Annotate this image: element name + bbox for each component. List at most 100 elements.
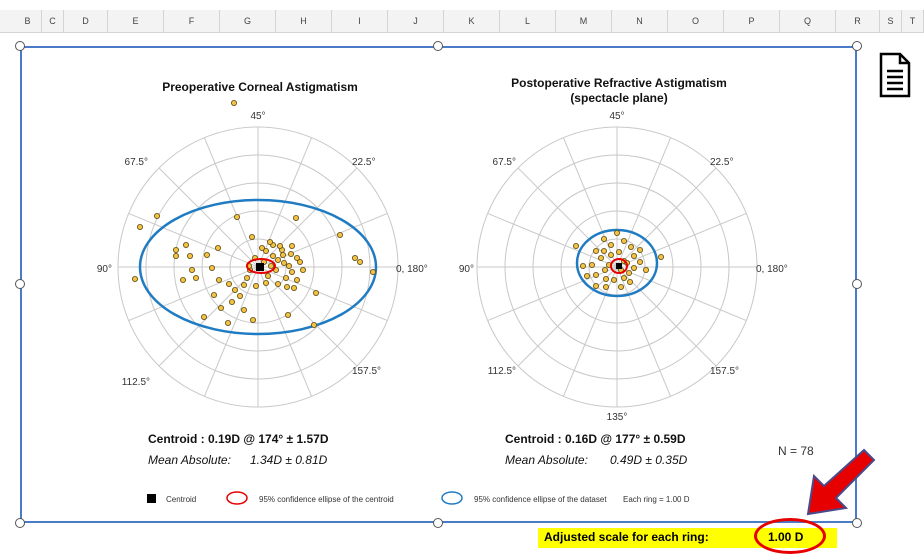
scale-label: Adjusted scale for each ring:: [544, 530, 709, 544]
chart-frame[interactable]: [20, 46, 857, 523]
right-centroid-text: Centroid : 0.16D @ 177° ± 0.59D: [505, 432, 686, 446]
right-data-point: [643, 266, 650, 273]
column-header-K[interactable]: K: [444, 10, 500, 32]
left-data-point: [188, 266, 195, 273]
left-data-point: [351, 254, 358, 261]
left-data-point: [192, 274, 199, 281]
left-data-point: [356, 258, 363, 265]
column-header-G[interactable]: G: [220, 10, 276, 32]
column-header-B[interactable]: B: [14, 10, 42, 32]
left-data-point: [369, 268, 376, 275]
column-header-I[interactable]: I: [332, 10, 388, 32]
left-data-point: [276, 242, 283, 249]
left-data-point: [153, 212, 160, 219]
left-centroid-ellipse: [246, 258, 276, 274]
resize-handle-ml[interactable]: [15, 279, 25, 289]
document-icon[interactable]: [878, 52, 912, 98]
arrow-icon: [806, 448, 876, 516]
right-chart-title-line1: Postoperative Refractive Astigmatism: [511, 76, 727, 90]
left-data-point: [288, 242, 295, 249]
legend-centroid-swatch: [147, 494, 156, 503]
column-header-E[interactable]: E: [108, 10, 164, 32]
left-data-point: [282, 274, 289, 281]
left-data-point: [236, 292, 243, 299]
column-header-N[interactable]: N: [612, 10, 668, 32]
left-data-point: [179, 276, 186, 283]
left-data-point: [296, 258, 303, 265]
left-chart-title: Preoperative Corneal Astigmatism: [162, 80, 358, 94]
legend-ci-centroid-swatch: [226, 491, 248, 505]
resize-handle-tl[interactable]: [15, 41, 25, 51]
right-data-point: [580, 262, 587, 269]
left-data-point: [283, 283, 290, 290]
left-data-point: [310, 321, 317, 328]
right-data-point: [601, 235, 608, 242]
left-data-point: [290, 284, 297, 291]
left-data-point: [240, 306, 247, 313]
left-data-point: [285, 262, 292, 269]
left-centroid-marker: [256, 263, 264, 271]
right-data-point: [608, 251, 615, 258]
column-header-M[interactable]: M: [556, 10, 612, 32]
left-data-point: [214, 244, 221, 251]
resize-handle-tm[interactable]: [433, 41, 443, 51]
resize-handle-br[interactable]: [852, 518, 862, 528]
left-data-point: [312, 289, 319, 296]
column-header-R[interactable]: R: [836, 10, 880, 32]
left-data-point: [266, 238, 273, 245]
right-data-point: [627, 278, 634, 285]
column-header-C[interactable]: C: [42, 10, 64, 32]
right-angle-0-180: 0, 180°: [756, 264, 788, 275]
left-data-point: [233, 213, 240, 220]
right-data-point: [593, 247, 600, 254]
right-data-point: [573, 242, 580, 249]
left-data-point: [240, 281, 247, 288]
right-data-point: [631, 252, 638, 259]
left-data-point: [279, 251, 286, 258]
left-data-point: [262, 247, 269, 254]
left-data-point: [269, 252, 276, 259]
left-data-point: [249, 316, 256, 323]
column-header-L[interactable]: L: [500, 10, 556, 32]
left-data-point: [208, 264, 215, 271]
left-data-point: [293, 276, 300, 283]
left-angle-157-5: 157.5°: [352, 366, 381, 377]
right-data-point: [621, 274, 628, 281]
resize-handle-mr[interactable]: [852, 279, 862, 289]
right-angle-67-5: 67.5°: [493, 157, 516, 168]
column-header-F[interactable]: F: [164, 10, 220, 32]
legend-ring-label: Each ring = 1.00 D: [623, 495, 690, 504]
column-header-H[interactable]: H: [276, 10, 332, 32]
column-header-O[interactable]: O: [668, 10, 724, 32]
column-header-D[interactable]: D: [64, 10, 108, 32]
left-data-point: [293, 254, 300, 261]
right-data-point: [658, 253, 665, 260]
left-data-point: [292, 214, 299, 221]
column-header-J[interactable]: J: [388, 10, 444, 32]
left-data-point: [172, 252, 179, 259]
right-centroid-ellipse: [610, 258, 628, 274]
legend-ci-dataset-swatch: [441, 491, 463, 505]
column-header-Q[interactable]: Q: [780, 10, 836, 32]
legend-ci-centroid-label: 95% confidence ellipse of the centroid: [259, 495, 394, 504]
left-data-point: [299, 266, 306, 273]
column-header-P[interactable]: P: [724, 10, 780, 32]
resize-handle-bm[interactable]: [433, 518, 443, 528]
left-data-point: [225, 280, 232, 287]
left-data-point: [274, 256, 281, 263]
left-data-point: [288, 268, 295, 275]
right-data-point: [593, 282, 600, 289]
right-centroid-marker: [616, 263, 622, 269]
right-data-point: [611, 276, 618, 283]
right-angle-112-5: 112.5°: [488, 366, 516, 377]
resize-handle-tr[interactable]: [852, 41, 862, 51]
left-data-point: [182, 241, 189, 248]
left-angle-90: 90°: [97, 264, 112, 275]
column-header-S[interactable]: S: [880, 10, 902, 32]
left-data-point: [231, 286, 238, 293]
resize-handle-bl[interactable]: [15, 518, 25, 528]
right-chart-title-line2: (spectacle plane): [570, 91, 667, 105]
left-data-point: [267, 262, 274, 269]
